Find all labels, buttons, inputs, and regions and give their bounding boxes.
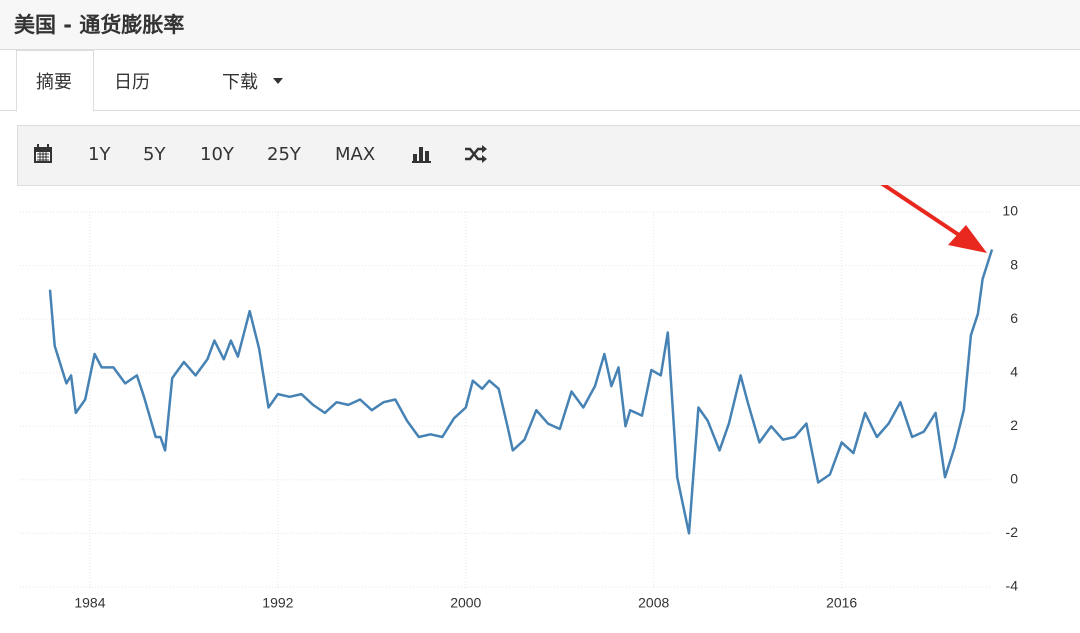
tab[interactable]: 日历 [114,72,150,93]
x-tick-label: 2016 [826,595,857,611]
toolbar: 1Y 5Y 10Y 25Y MAX [17,125,1080,186]
arrow-head [948,225,987,253]
range-button[interactable]: MAX [335,144,376,165]
bar-icon[interactable] [412,145,432,163]
tab[interactable]: 摘要 [36,72,72,93]
x-tick-label: 2000 [450,595,481,611]
chart: -4 -2 0 2 4 6 8 10 1984 1992 2000 2008 2016 [20,185,1019,611]
caret [273,78,283,84]
x-tick-label: 1984 [74,595,105,611]
page-title: 美国 - 通货膨胀率 [14,13,185,37]
range-button[interactable]: 25Y [267,144,301,165]
header: 美国 - 通货膨胀率 [0,0,1080,50]
y-tick-label: 0 [1010,471,1018,487]
y-tick-label: 10 [1002,203,1018,219]
y-tick-label: -2 [1006,524,1019,540]
arrow [880,185,964,239]
line-series [48,249,994,535]
x-tick-label: 1992 [262,595,293,611]
x-tick-label: 2008 [638,595,669,611]
tab-bar: 摘要 日历 下载 [0,50,1080,112]
y-tick-label: 4 [1010,363,1018,379]
shuffle-icon[interactable] [464,145,488,163]
y-tick-label: 2 [1010,417,1018,433]
range-button[interactable]: 10Y [200,144,234,165]
calendar-icon[interactable] [33,144,53,164]
y-tick-label: 6 [1010,310,1018,326]
range-button[interactable]: 1Y [88,144,111,165]
y-tick-label: 8 [1010,256,1018,272]
range-button[interactable]: 5Y [143,144,166,165]
y-tick-label: -4 [1006,578,1019,594]
active-tab[interactable] [16,50,94,112]
tab[interactable]: 下载 [222,72,258,93]
